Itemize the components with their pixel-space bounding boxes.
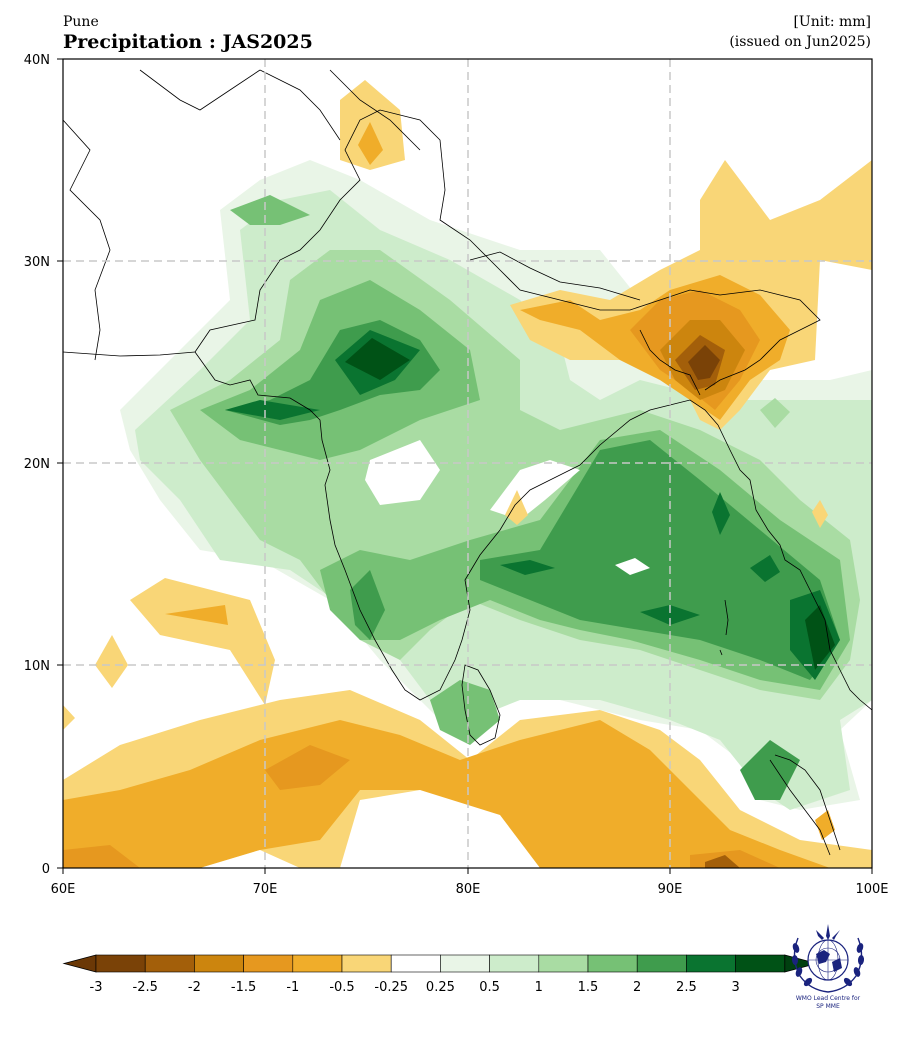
x-tick-label: 70E (253, 882, 278, 897)
white-patch (365, 440, 440, 505)
gridlines (63, 59, 872, 868)
dry-region-arabian-sea (130, 578, 275, 705)
wet-region-intense (712, 492, 730, 535)
dry-region-small (815, 810, 835, 840)
x-tick-label: 100E (855, 882, 888, 897)
colorbar-segment (243, 954, 294, 973)
map-title: Precipitation : JAS2025 (63, 31, 313, 53)
colorbar-tick-label: 2.5 (676, 980, 697, 995)
colorbar-segment (735, 954, 786, 973)
wet-region-strong (430, 680, 500, 745)
logo-caption: SP MME (816, 1003, 840, 1010)
srilanka-coastline (461, 664, 501, 746)
colorbar-tick-label: -0.5 (329, 980, 354, 995)
y-tick-label: 40N (24, 53, 50, 68)
colorbar-segment (686, 954, 736, 973)
logo-caption: WMO Lead Centre for (796, 995, 861, 1002)
colorbar-tick-label: -2.5 (133, 980, 158, 995)
colorbar-segment (341, 954, 392, 973)
myanmar-coastline (717, 424, 841, 671)
dry-region-arabian-sea-core (165, 605, 228, 625)
colorbar-segment (489, 954, 540, 973)
colorbar-under-extension (62, 954, 97, 973)
x-tick-label: 80E (456, 882, 481, 897)
white-patch (615, 558, 650, 575)
wet-region-small (760, 398, 790, 428)
wet-region-intense (225, 400, 320, 420)
x-tick-label: 90E (658, 882, 683, 897)
dry-region-northeast-extreme (688, 345, 720, 380)
wet-region-vstrong (740, 740, 800, 800)
dry-region-north-core (358, 122, 383, 165)
wet-region-small (455, 440, 478, 495)
colorbar-tick-label: -0.25 (374, 980, 408, 995)
colorbar-segment (538, 954, 589, 973)
colorbar-tick-label: -2 (188, 980, 201, 995)
colorbar-tick-label: -3 (90, 980, 103, 995)
pakistan-coastline (63, 351, 196, 357)
map-subtitle: Pune (63, 14, 99, 30)
colorbar-segment (636, 954, 687, 973)
northern-borders (63, 69, 821, 391)
dry-region-south-core (63, 720, 830, 868)
white-patch (340, 790, 540, 868)
y-tick-label: 30N (24, 255, 50, 270)
wet-region-extreme (345, 338, 410, 380)
dry-region-south-darkest (705, 855, 740, 868)
colorbar-tick-label: 1.5 (578, 980, 599, 995)
wet-region-intense (500, 560, 555, 575)
colorbar-segment (587, 954, 638, 973)
colorbar-segment (390, 954, 441, 973)
wet-region-strong (230, 195, 310, 225)
white-patch (200, 850, 300, 868)
wet-region-extreme (805, 605, 835, 670)
unit-label: [Unit: mm] (793, 14, 871, 30)
y-tick-label: 10N (24, 659, 50, 674)
india-coastline (194, 351, 719, 701)
colorbar-tick-label: -1.5 (231, 980, 256, 995)
dry-region-north (340, 80, 405, 170)
issued-label: (issued on Jun2025) (729, 34, 871, 50)
wet-region-intense (640, 605, 700, 625)
colorbar-segment (440, 954, 490, 973)
dry-region-small (95, 635, 128, 688)
colorbar-tick-label: 0.25 (426, 980, 455, 995)
wmo-emblem-icon: WMO Lead Centre for SP MME (791, 924, 865, 1010)
wet-region-vstrong (350, 570, 385, 640)
colorbar-tick-label: 2 (633, 980, 641, 995)
colorbar-tick-label: -1 (286, 980, 299, 995)
colorbar-segment (194, 954, 244, 973)
tick-marks (57, 58, 873, 874)
colorbar-tick-label: 3 (731, 980, 739, 995)
bangladesh-border (639, 329, 701, 396)
colorbar-tick-label: 0.5 (479, 980, 500, 995)
y-tick-label: 0 (42, 862, 50, 877)
colorbar-segment (144, 954, 195, 973)
colorbar-tick-label: 1 (535, 980, 543, 995)
wet-region-vstrong (480, 440, 840, 680)
y-tick-label: 20N (24, 457, 50, 472)
colorbar: -3 -2.5 -2 -1.5 -1 -0.5 -0.25 0.25 0.5 1 1.5 2 2.5 3 (62, 954, 819, 995)
dry-region-south-dark (265, 745, 350, 790)
x-tick-label: 60E (51, 882, 76, 897)
thai-coastline (839, 669, 872, 711)
wet-region-intense (750, 555, 780, 582)
malay-coastline (774, 754, 841, 851)
colorbar-segment (292, 954, 343, 973)
colorbar-segment (95, 954, 146, 973)
anomaly-field (63, 80, 872, 868)
sumatra-coastline (769, 759, 831, 856)
white-patch (820, 260, 872, 370)
coastlines (63, 69, 872, 856)
dry-region-small (63, 705, 75, 730)
dry-region-south-dark (63, 845, 140, 868)
andaman-islands (719, 599, 729, 656)
dry-region-small (505, 490, 528, 525)
dry-region-small (812, 500, 828, 528)
